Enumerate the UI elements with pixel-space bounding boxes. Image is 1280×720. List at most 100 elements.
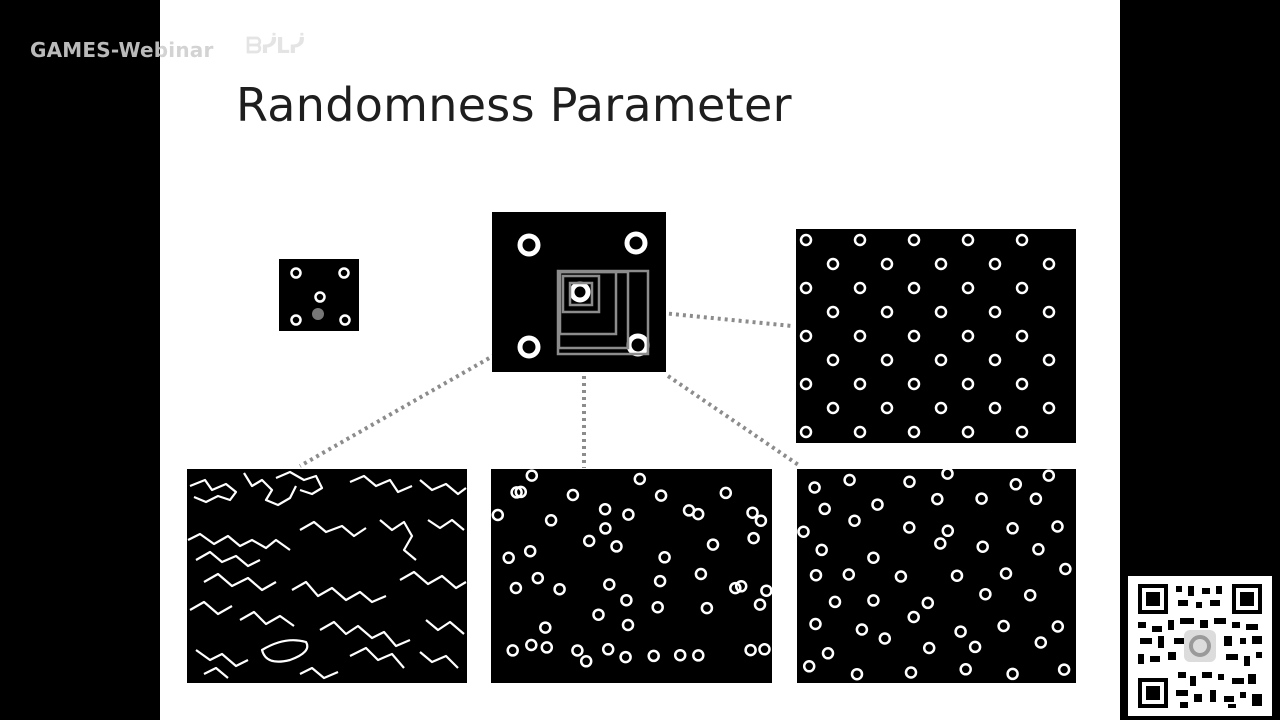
pattern-dot	[954, 625, 967, 638]
pattern-dot	[809, 617, 822, 631]
pattern-dot	[531, 571, 545, 585]
pattern-dot	[961, 281, 975, 295]
pattern-dot	[620, 593, 633, 607]
pattern-dot	[719, 486, 733, 500]
pattern-dot	[599, 522, 612, 535]
pattern-dot	[753, 598, 767, 611]
pattern-dot	[934, 257, 948, 271]
pattern-dot	[941, 467, 954, 480]
pattern-dot	[826, 353, 840, 367]
pattern-dot	[658, 551, 671, 564]
pattern-dot	[1015, 377, 1029, 391]
panel-full-randomness	[187, 469, 467, 683]
pattern-dot	[566, 488, 580, 502]
pattern-dot	[582, 534, 596, 548]
pattern-dot	[848, 514, 861, 527]
pattern-dot	[1015, 329, 1029, 343]
pattern-dot	[907, 281, 921, 295]
pattern-dot	[815, 543, 828, 557]
pattern-dot	[979, 587, 992, 601]
pattern-dot	[1051, 620, 1065, 633]
pattern-dot	[999, 567, 1013, 580]
pattern-dot	[853, 425, 867, 439]
pattern-dot	[871, 498, 884, 511]
pattern-dot	[1057, 663, 1071, 676]
pattern-dot	[553, 582, 566, 596]
pattern-dot	[843, 473, 856, 487]
randomness-range-boxes	[556, 269, 650, 356]
pattern-dot	[842, 568, 856, 581]
slide-title: Randomness Parameter	[236, 78, 792, 132]
pattern-dot	[1059, 562, 1072, 576]
pattern-dot	[654, 489, 668, 502]
panel-regular-grid	[796, 229, 1076, 443]
pattern-dot	[867, 551, 880, 564]
pattern-dot	[853, 233, 867, 247]
pattern-dot	[744, 643, 757, 657]
pattern-dot	[880, 401, 894, 415]
pattern-dot	[826, 401, 840, 415]
pattern-dot	[988, 401, 1002, 415]
pattern-dot	[544, 514, 558, 527]
pattern-dot	[706, 538, 720, 551]
pattern-dot	[647, 649, 660, 663]
pattern-dot	[828, 595, 842, 609]
pattern-dot	[682, 504, 696, 517]
pattern-dot	[941, 524, 955, 538]
pattern-dot	[1029, 492, 1043, 506]
pattern-dot	[1042, 257, 1056, 271]
pattern-dot	[988, 257, 1002, 271]
pattern-dot	[799, 425, 813, 439]
pattern-dot	[907, 610, 920, 624]
pattern-dot	[880, 305, 894, 319]
pattern-dot	[525, 638, 538, 652]
pattern-dot	[931, 492, 944, 506]
pattern-dot	[850, 667, 864, 681]
pattern-dot	[1023, 588, 1037, 602]
pattern-dot	[571, 644, 584, 657]
pattern-dot	[1042, 469, 1056, 482]
pattern-dot	[799, 329, 813, 343]
pattern-dot	[1006, 522, 1019, 535]
watermark-text: GAMES-Webinar	[30, 38, 214, 62]
pattern-dot	[1042, 401, 1056, 415]
pattern-dot	[934, 537, 947, 550]
pattern-dot	[598, 502, 612, 516]
pattern-dot	[809, 568, 823, 582]
pattern-dot	[692, 649, 705, 662]
pattern-dot	[880, 257, 894, 271]
bilibili-logo-icon: ᗷᓰᒪᓰ	[246, 34, 305, 59]
sample-point-marker	[312, 308, 324, 320]
pattern-dot	[502, 551, 515, 565]
pattern-dot	[950, 569, 964, 582]
connector-top-right	[661, 311, 793, 328]
pattern-dot	[961, 377, 975, 391]
pattern-dot	[818, 502, 831, 516]
pattern-dot	[921, 596, 935, 610]
pattern-dot	[802, 660, 816, 673]
pattern-dot	[1042, 353, 1056, 367]
pattern-dot	[853, 329, 867, 343]
pattern-dot	[746, 506, 759, 519]
pattern-dot	[1015, 233, 1029, 247]
pattern-dot	[754, 514, 768, 527]
pattern-dot	[968, 640, 982, 654]
pattern-dot	[799, 281, 813, 295]
pattern-dot	[1034, 636, 1048, 649]
pattern-dot	[509, 581, 523, 595]
pattern-dot	[610, 540, 623, 553]
pattern-dot	[855, 623, 869, 636]
pattern-dot	[961, 329, 975, 343]
pattern-dot	[621, 618, 635, 632]
pattern-dot	[1006, 667, 1019, 681]
pattern-dot	[622, 508, 635, 521]
pattern-dot	[1051, 520, 1064, 533]
pattern-dot	[934, 353, 948, 367]
pattern-dot	[934, 401, 948, 415]
pattern-dot	[808, 481, 821, 494]
pattern-dot	[934, 305, 948, 319]
pattern-dot	[907, 233, 921, 247]
zoomed-center-tile	[492, 212, 666, 372]
pattern-dot	[734, 580, 748, 593]
pattern-dot	[700, 601, 714, 615]
